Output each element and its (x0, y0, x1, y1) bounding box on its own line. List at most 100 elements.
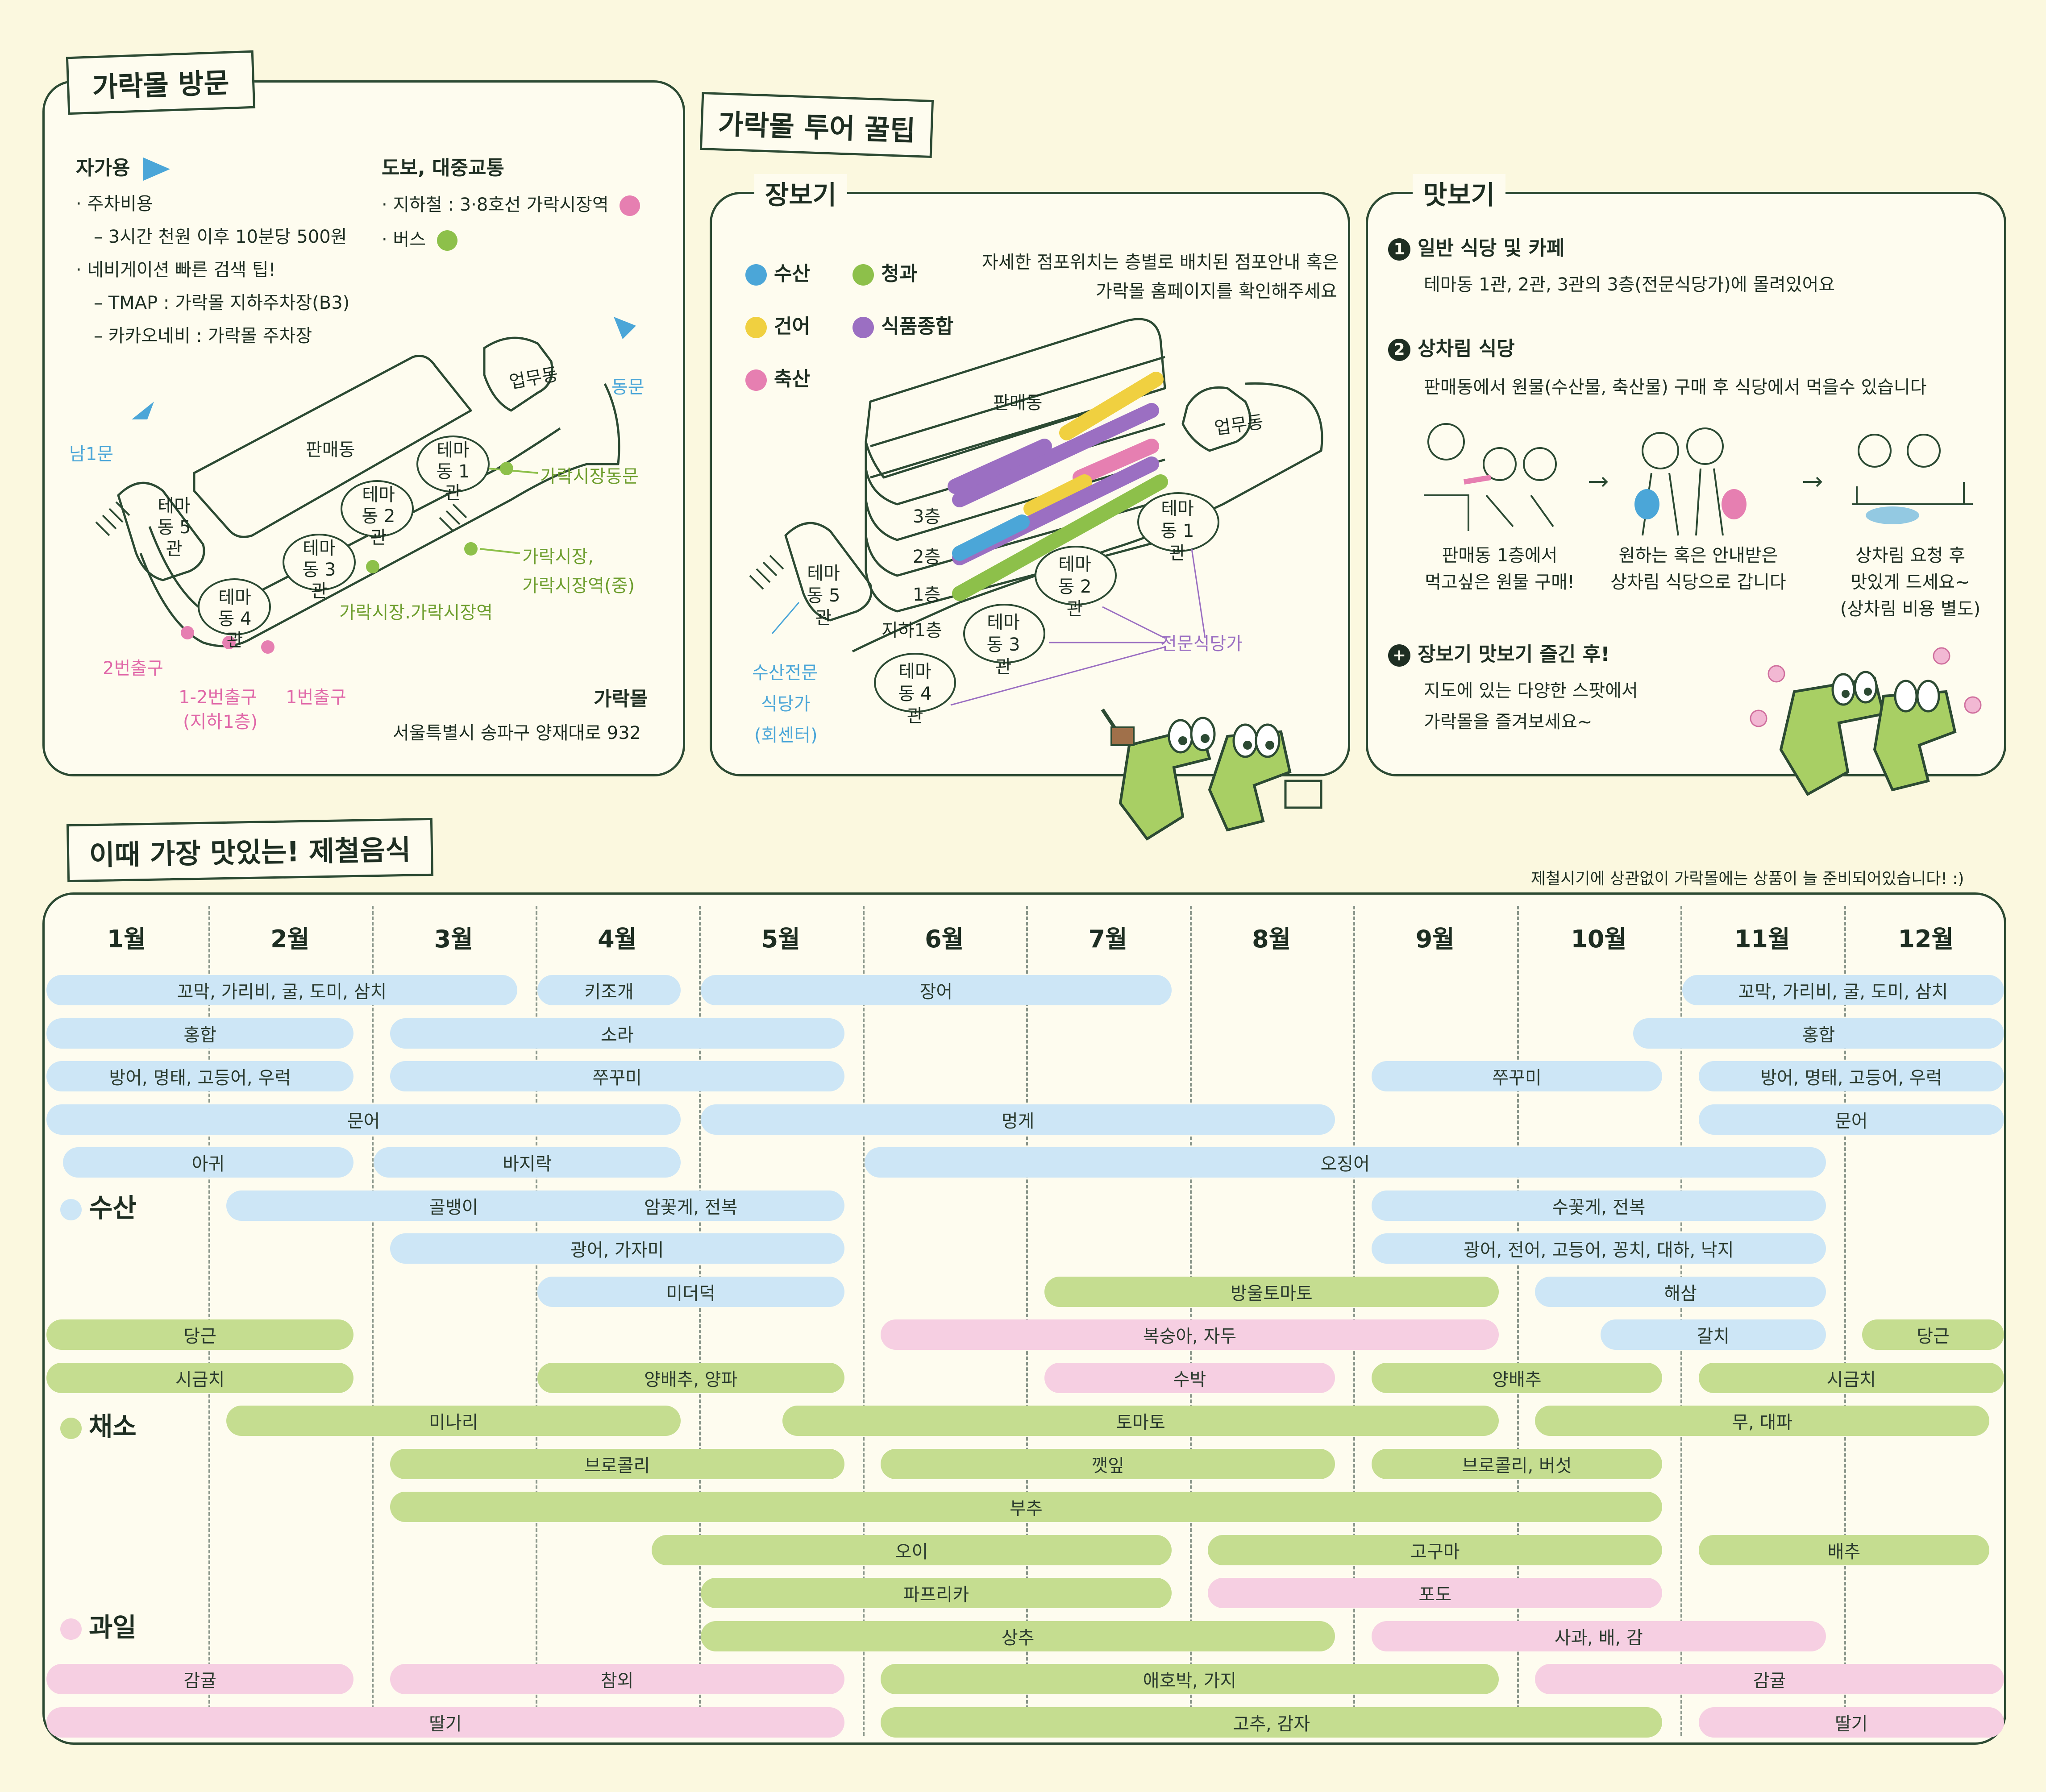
season-bar: 수꽃게, 전복 (1371, 1190, 1826, 1221)
season-bar: 문어 (1698, 1104, 2004, 1135)
season-bar: 무, 대파 (1535, 1406, 1990, 1436)
number-two-icon: 2 (1388, 339, 1410, 361)
season-bar: 감귤 (46, 1664, 354, 1694)
map-theme1: 테마동 1관 (436, 440, 470, 503)
month-label: 4월 (598, 925, 637, 953)
tasting-item-3-title: + 장보기 맛보기 즐긴 후! (1388, 638, 1609, 667)
season-bar: 암꽃게, 전복 (537, 1190, 844, 1221)
month-label: 5월 (761, 925, 800, 953)
season-bar: 시금치 (1698, 1362, 2004, 1393)
season-bar: 꼬막, 가리비, 굴, 도미, 삼치 (1682, 975, 2004, 1005)
season-bar: 문어 (46, 1104, 681, 1135)
address: 서울특별시 송파구 양재대로 932 (393, 723, 641, 743)
season-bar: 홍합 (46, 1018, 354, 1049)
tips-title: 가락몰 투어 꿀팁 (717, 108, 916, 147)
fm-theme4: 테마동 4관 (898, 661, 932, 726)
bus-dot-icon (437, 230, 457, 251)
fm-seafood-2: 식당가 (761, 694, 811, 714)
mascot-icon (1101, 708, 1322, 841)
month-label: 7월 (1088, 925, 1127, 953)
car-info-list: · 주차비용 – 3시간 천원 이후 10분당 500원 · 네비게이션 빠른 … (76, 187, 349, 353)
legend-label: 식품종합 (881, 315, 954, 338)
tasting-panel (1366, 192, 2006, 776)
fm-floorb1: 지하1층 (882, 620, 942, 641)
fm-seafood-1: 수산전문 (752, 663, 818, 683)
season-bar: 미더덕 (537, 1276, 844, 1307)
subway-dot-icon (620, 195, 640, 216)
season-bar: 쭈꾸미 (1371, 1061, 1663, 1091)
season-bar: 딸기 (46, 1707, 844, 1738)
category-vegetable: 채소 (60, 1406, 137, 1443)
season-bar: 토마토 (782, 1406, 1499, 1436)
map-theme4: 테마동 4관 (218, 587, 252, 651)
shopping-title: 장보기 (754, 174, 848, 212)
month-label: 1월 (107, 925, 146, 953)
arrow-right-icon (143, 158, 170, 181)
seasonal-title: 이때 가장 맛있는! 제철음식 (89, 833, 411, 872)
fm-floor3: 3층 (913, 506, 941, 527)
visit-panel (42, 80, 685, 776)
season-bar: 장어 (701, 975, 1172, 1005)
subway-line: · 지하철 : 3·8호선 가락시장역 (382, 195, 609, 215)
season-bar: 아귀 (62, 1147, 354, 1178)
step-1-caption: 판매동 1층에서 먹고싶은 원물 구매! (1425, 545, 1575, 593)
fm-floor2: 2층 (913, 547, 941, 567)
map-bus-station-2: 가락시장역(중) (522, 576, 635, 596)
season-bar: 시금치 (46, 1362, 354, 1393)
tasting-item-1-title: 1 일반 식당 및 카페 (1388, 232, 1564, 261)
season-bar: 광어, 전어, 고등어, 꽁치, 대하, 낙지 (1371, 1233, 1826, 1264)
transit-heading: 도보, 대중교통 (382, 157, 504, 179)
tasting-title: 맛보기 (1413, 174, 1506, 212)
fm-panmae: 판매동 (993, 393, 1043, 413)
season-bar: 사과, 배, 감 (1371, 1621, 1826, 1651)
month-label: 10월 (1571, 925, 1627, 953)
season-bar: 당근 (46, 1319, 354, 1350)
category-fruit: 과일 (60, 1606, 137, 1644)
seasonal-note: 제철시기에 상관없이 가락몰에는 상품이 늘 준비되어있습니다! :) (1531, 870, 1964, 888)
fm-special: 전문식당가 (1160, 634, 1243, 654)
map-south-gate: 남1문 (69, 444, 114, 465)
season-bar: 고추, 감자 (881, 1707, 1663, 1738)
season-bar: 부추 (390, 1492, 1663, 1522)
season-bar: 수박 (1044, 1362, 1335, 1393)
month-divider (372, 906, 374, 1736)
month-label: 2월 (270, 925, 310, 953)
season-bar: 고구마 (1208, 1535, 1663, 1565)
season-bar: 파프리카 (701, 1578, 1172, 1608)
season-bar: 소라 (390, 1018, 844, 1049)
season-bar: 포도 (1208, 1578, 1663, 1608)
car-heading: 자가용 (76, 152, 170, 181)
shopping-note-1: 자세한 점포위치는 층별로 배치된 점포안내 혹은 (982, 252, 1339, 273)
floor-map (749, 318, 1323, 713)
shopping-note-2: 가락몰 홈페이지를 확인해주세요 (1096, 281, 1337, 302)
season-bar: 참외 (390, 1664, 844, 1694)
season-bar: 감귤 (1535, 1664, 2004, 1694)
legend-dot-icon (852, 317, 874, 338)
month-divider (862, 906, 865, 1736)
shopping-panel (710, 192, 1350, 776)
tasting-steps-illustration (1424, 423, 1973, 536)
legend-label: 청과 (881, 262, 918, 285)
month-label: 8월 (1252, 925, 1291, 953)
mascot-2-icon (1750, 647, 1982, 796)
fm-seafood-3: (회센터) (754, 725, 818, 746)
car-line: · 주차비용 (76, 194, 153, 214)
fruit-dot-icon (60, 1618, 82, 1640)
season-bar: 오이 (652, 1535, 1172, 1565)
map-exit12-1: 1-2번출구 (179, 687, 257, 708)
map-exit1: 1번출구 (286, 687, 346, 708)
legend: 수산 청과 건어 식품종합 축산 (745, 248, 953, 406)
month-label: 11월 (1734, 925, 1790, 953)
season-bar: 꼬막, 가리비, 굴, 도미, 삼치 (46, 975, 517, 1005)
legend-dot-icon (745, 317, 767, 338)
map-exit2: 2번출구 (103, 658, 163, 679)
season-bar: 딸기 (1698, 1707, 2004, 1738)
season-bar: 갈치 (1600, 1319, 1826, 1350)
map-panmae: 판매동 (306, 440, 355, 460)
season-bar: 해삼 (1535, 1276, 1826, 1307)
month-divider (699, 906, 701, 1736)
car-line: – 3시간 천원 이후 10분당 500원 (94, 227, 347, 247)
car-line: – TMAP : 가락몰 지하주차장(B3) (94, 293, 350, 313)
bus-line: · 버스 (382, 229, 426, 250)
legend-dot-icon (745, 369, 767, 391)
